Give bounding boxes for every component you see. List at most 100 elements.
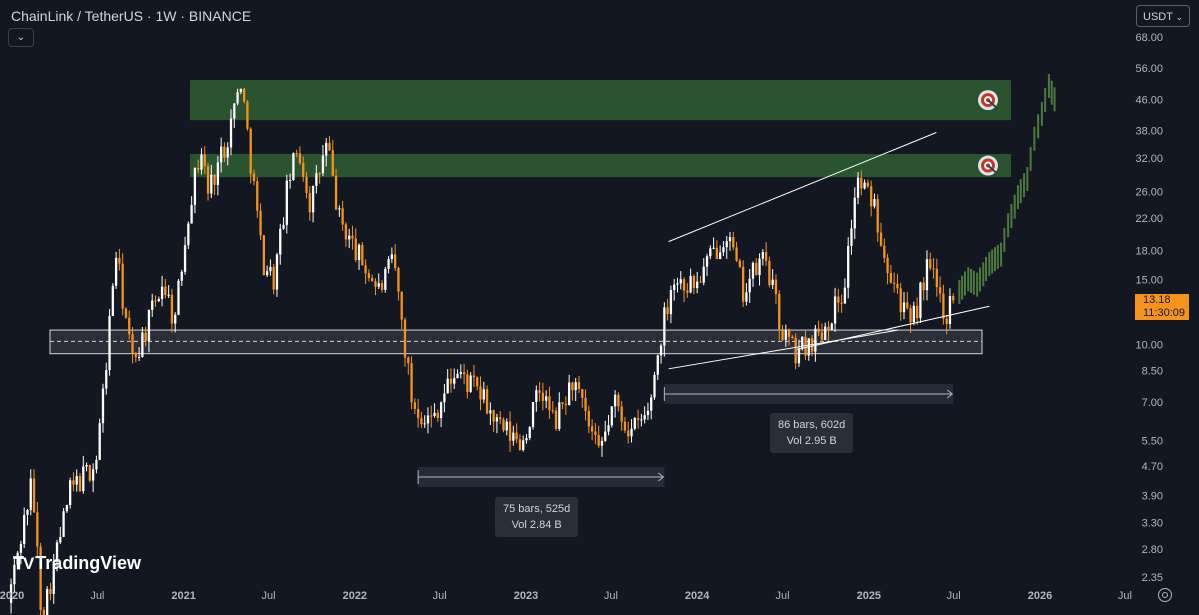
candle-body bbox=[170, 294, 174, 324]
candle-body bbox=[124, 308, 128, 318]
candle-body bbox=[26, 510, 29, 515]
price-tick-label: 4.70 bbox=[1142, 461, 1163, 473]
candle-body bbox=[781, 329, 784, 340]
candle-body bbox=[584, 397, 587, 411]
candle-body bbox=[567, 382, 571, 406]
candle-body bbox=[13, 564, 16, 585]
candle-body bbox=[712, 247, 715, 249]
candle-body bbox=[430, 415, 433, 417]
resistance-zone-2 bbox=[190, 153, 1011, 178]
candle-body bbox=[436, 412, 439, 419]
candle-body bbox=[627, 430, 630, 437]
candle-body bbox=[118, 257, 121, 264]
candle-body bbox=[791, 336, 794, 338]
price-tick-label: 38.00 bbox=[1135, 125, 1163, 137]
candle-body bbox=[65, 504, 69, 512]
measure-ranges bbox=[417, 384, 954, 487]
candle-body bbox=[407, 357, 410, 364]
time-tick-label: Jul bbox=[1118, 590, 1132, 602]
currency-select[interactable]: USDT ⌄ bbox=[1136, 5, 1190, 27]
candle-body bbox=[108, 315, 111, 371]
candle-body bbox=[912, 305, 915, 323]
candle-body bbox=[686, 290, 689, 293]
candle-body bbox=[397, 268, 400, 292]
candle-body bbox=[485, 389, 489, 414]
candle-body bbox=[416, 408, 420, 419]
candle-body bbox=[456, 373, 459, 379]
trend-line-2 bbox=[668, 329, 899, 370]
tradingview-logo[interactable]: 𝐓V TradingView bbox=[13, 553, 141, 574]
chevron-down-icon: ⌄ bbox=[1175, 12, 1183, 22]
candle-body bbox=[682, 279, 686, 291]
candle-body bbox=[338, 208, 341, 210]
price-tick-label: 3.30 bbox=[1142, 518, 1163, 530]
candle-body bbox=[410, 363, 413, 403]
candle-body bbox=[751, 262, 755, 279]
candle-body bbox=[137, 356, 141, 358]
candle-body bbox=[285, 180, 288, 225]
candle-body bbox=[938, 287, 942, 294]
candle-body bbox=[725, 241, 728, 248]
time-tick-label: Jul bbox=[947, 590, 961, 602]
candle-body bbox=[39, 546, 42, 611]
candle-body bbox=[423, 423, 426, 425]
candle-body bbox=[190, 205, 193, 224]
candle-body bbox=[535, 390, 538, 402]
gear-icon[interactable] bbox=[1158, 588, 1172, 602]
candle-body bbox=[426, 415, 430, 424]
candle-body bbox=[341, 208, 344, 225]
candle-body bbox=[325, 142, 328, 156]
candle-body bbox=[469, 375, 472, 392]
time-tick-label: 2023 bbox=[514, 590, 538, 602]
candle-body bbox=[272, 266, 275, 290]
candle-body bbox=[492, 410, 495, 422]
candle-body bbox=[594, 431, 597, 436]
candle-body bbox=[331, 150, 334, 176]
price-axis[interactable]: 68.00 56.00 46.00 38.00 32.00 26.00 22.00 18.00… bbox=[1135, 32, 1163, 584]
time-tick-label: 2022 bbox=[343, 590, 367, 602]
trend-line-3 bbox=[796, 305, 990, 350]
candle-body bbox=[348, 235, 351, 240]
candle-body bbox=[689, 275, 692, 293]
candle-body bbox=[233, 103, 236, 119]
candle-body bbox=[466, 374, 469, 392]
trend-line-1 bbox=[668, 132, 937, 243]
target-icons bbox=[978, 90, 998, 176]
candle-body bbox=[840, 302, 843, 304]
candle-body bbox=[351, 235, 354, 239]
candle-body bbox=[101, 388, 105, 424]
candle-body bbox=[489, 410, 492, 414]
price-tick-label: 26.00 bbox=[1135, 186, 1163, 198]
candle-body bbox=[249, 128, 252, 174]
candle-body bbox=[630, 428, 633, 437]
candle-body bbox=[495, 417, 499, 422]
candle-body bbox=[676, 283, 679, 285]
candle-body bbox=[354, 238, 357, 261]
candle-body bbox=[203, 154, 206, 167]
time-axis[interactable]: 2020 Jul 2021 Jul 2022 Jul 2023 Jul 2024 Jul 2025 J… bbox=[0, 590, 1132, 602]
candle-body bbox=[305, 176, 308, 194]
candle-body bbox=[640, 419, 643, 421]
candle-body bbox=[525, 438, 528, 441]
candle-body bbox=[479, 386, 482, 400]
candle-body bbox=[896, 283, 899, 289]
candle-body bbox=[308, 193, 311, 213]
candle-body bbox=[502, 419, 505, 431]
candle-body bbox=[59, 536, 62, 543]
candle-body bbox=[177, 280, 180, 315]
candle-body bbox=[541, 392, 545, 401]
support-band bbox=[49, 329, 983, 355]
candle-body bbox=[952, 296, 955, 301]
candle-body bbox=[82, 466, 85, 492]
candle-body bbox=[597, 435, 600, 446]
candle-body bbox=[344, 224, 348, 240]
candle-body bbox=[361, 244, 364, 266]
candle-body bbox=[19, 543, 23, 553]
candle-body bbox=[482, 389, 485, 400]
candle-body bbox=[607, 425, 610, 432]
candle-body bbox=[587, 410, 590, 427]
candle-body bbox=[499, 417, 502, 420]
collapse-legend-button[interactable]: ⌄ bbox=[8, 28, 34, 47]
candle-body bbox=[262, 235, 265, 276]
